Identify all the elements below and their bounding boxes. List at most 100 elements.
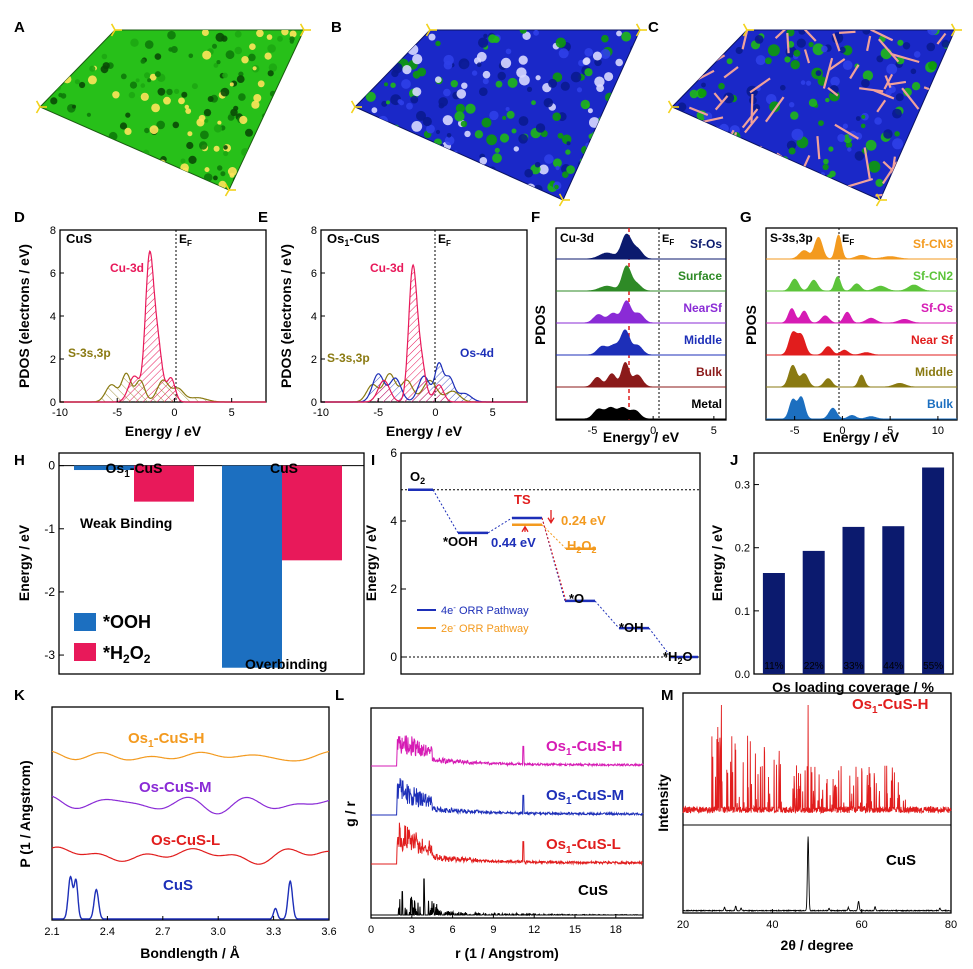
atom <box>808 98 818 108</box>
bond <box>839 30 856 34</box>
atom <box>258 141 263 146</box>
atom <box>786 189 795 198</box>
bond <box>901 87 920 110</box>
panel-g-xtick-label: 10 <box>932 425 944 437</box>
atom <box>416 110 426 121</box>
panel-j-bar-2 <box>842 526 865 674</box>
atom <box>902 42 911 50</box>
panel-g-label-5: Bulk <box>927 397 953 411</box>
atom <box>428 152 438 161</box>
panel-i-connector-2 <box>487 517 513 534</box>
atom <box>822 163 829 171</box>
atom <box>264 52 272 60</box>
atom <box>631 83 639 91</box>
atom <box>570 71 582 83</box>
panel-m-xtick-label: 80 <box>945 919 957 931</box>
panel-f-label-2: NearSf <box>683 301 723 315</box>
atom <box>893 193 900 200</box>
panel-j-ytick-label: 0.0 <box>735 669 750 681</box>
atom <box>519 30 527 34</box>
atom <box>391 189 401 199</box>
panel-j-chart: 11% 22% 33% 44% 55% 0.0 0.1 0.2 0.3 Os loading c… <box>709 452 954 695</box>
atom <box>184 104 189 110</box>
panel-h-bar-0-1 <box>222 465 282 668</box>
atom <box>601 34 609 43</box>
atom <box>203 108 212 117</box>
atom <box>355 189 362 199</box>
panel-m-xtick-label: 60 <box>856 919 868 931</box>
panel-l-chart: Os1-CuS-H Os1-CuS-M Os1-CuS-L CuS 0 3 6 9 12… <box>342 707 644 961</box>
atom <box>479 157 488 165</box>
bond <box>866 35 872 52</box>
atom <box>675 151 682 157</box>
panel-i-label-h2o2: H2O2 <box>567 538 597 555</box>
atom <box>229 82 234 87</box>
atom <box>268 163 278 173</box>
panel-k-xtick-label: 2.4 <box>100 926 115 938</box>
atom <box>410 162 417 170</box>
atom <box>933 177 944 188</box>
atom <box>269 90 276 97</box>
atom <box>157 87 166 96</box>
atom <box>217 165 223 171</box>
panel-k-ylabel: P (1 / Angstrom) <box>17 760 33 867</box>
atom <box>632 170 640 179</box>
atom <box>149 73 157 81</box>
panel-e-ytick-label: 4 <box>311 311 317 323</box>
atom <box>144 173 149 178</box>
atom <box>48 134 54 140</box>
atom <box>468 188 480 200</box>
panel-h-ytick-label: 0 <box>48 459 55 473</box>
bond <box>803 49 811 64</box>
atom <box>486 134 497 146</box>
panel-g-xtick-label: 0 <box>839 425 845 437</box>
atom <box>239 115 248 125</box>
panel-k-label-os-cus-m: Os-CuS-M <box>139 779 212 796</box>
bond <box>844 177 874 189</box>
atom <box>789 102 795 108</box>
atom <box>428 33 436 41</box>
atom <box>689 89 699 99</box>
panel-l-xtick-label: 18 <box>610 924 622 936</box>
atom <box>144 72 151 79</box>
atom <box>565 149 571 155</box>
atom <box>191 83 198 90</box>
atom <box>690 195 698 200</box>
atom <box>412 188 423 199</box>
atom <box>412 70 421 79</box>
atom <box>40 61 46 68</box>
atom <box>426 124 435 134</box>
atom <box>726 58 733 65</box>
atom <box>59 45 64 50</box>
atom <box>592 178 600 186</box>
atom <box>581 193 590 200</box>
corner-atom <box>742 23 748 31</box>
atom <box>624 179 633 188</box>
atom <box>296 103 303 110</box>
atom <box>557 132 564 139</box>
atom <box>223 145 228 150</box>
atom <box>842 60 853 70</box>
atom <box>69 173 78 181</box>
atom <box>505 107 510 111</box>
atom <box>269 168 278 177</box>
atom <box>842 123 849 129</box>
panel-i-connector-ts <box>541 517 567 602</box>
atom <box>281 30 289 36</box>
panel-e-title: Os1-CuS <box>327 231 380 248</box>
atom <box>926 42 936 52</box>
atom <box>362 123 368 129</box>
atom <box>298 93 304 102</box>
atom <box>167 166 173 171</box>
bond <box>672 30 687 53</box>
panel-d-ytick-label: 4 <box>50 311 56 323</box>
atom <box>525 183 536 194</box>
panel-m-xlabel: 2θ / degree <box>781 937 854 953</box>
atom <box>927 30 938 36</box>
panel-e-chart: Os1-CuS EF Cu-3d S-3s,3p Os-4d -10 -5 0 5 0 2… <box>278 225 528 439</box>
atom <box>478 37 489 48</box>
atom <box>74 79 80 85</box>
atom <box>942 62 946 67</box>
atom <box>68 126 73 131</box>
panel-f-xlabel: Energy / eV <box>603 429 680 445</box>
